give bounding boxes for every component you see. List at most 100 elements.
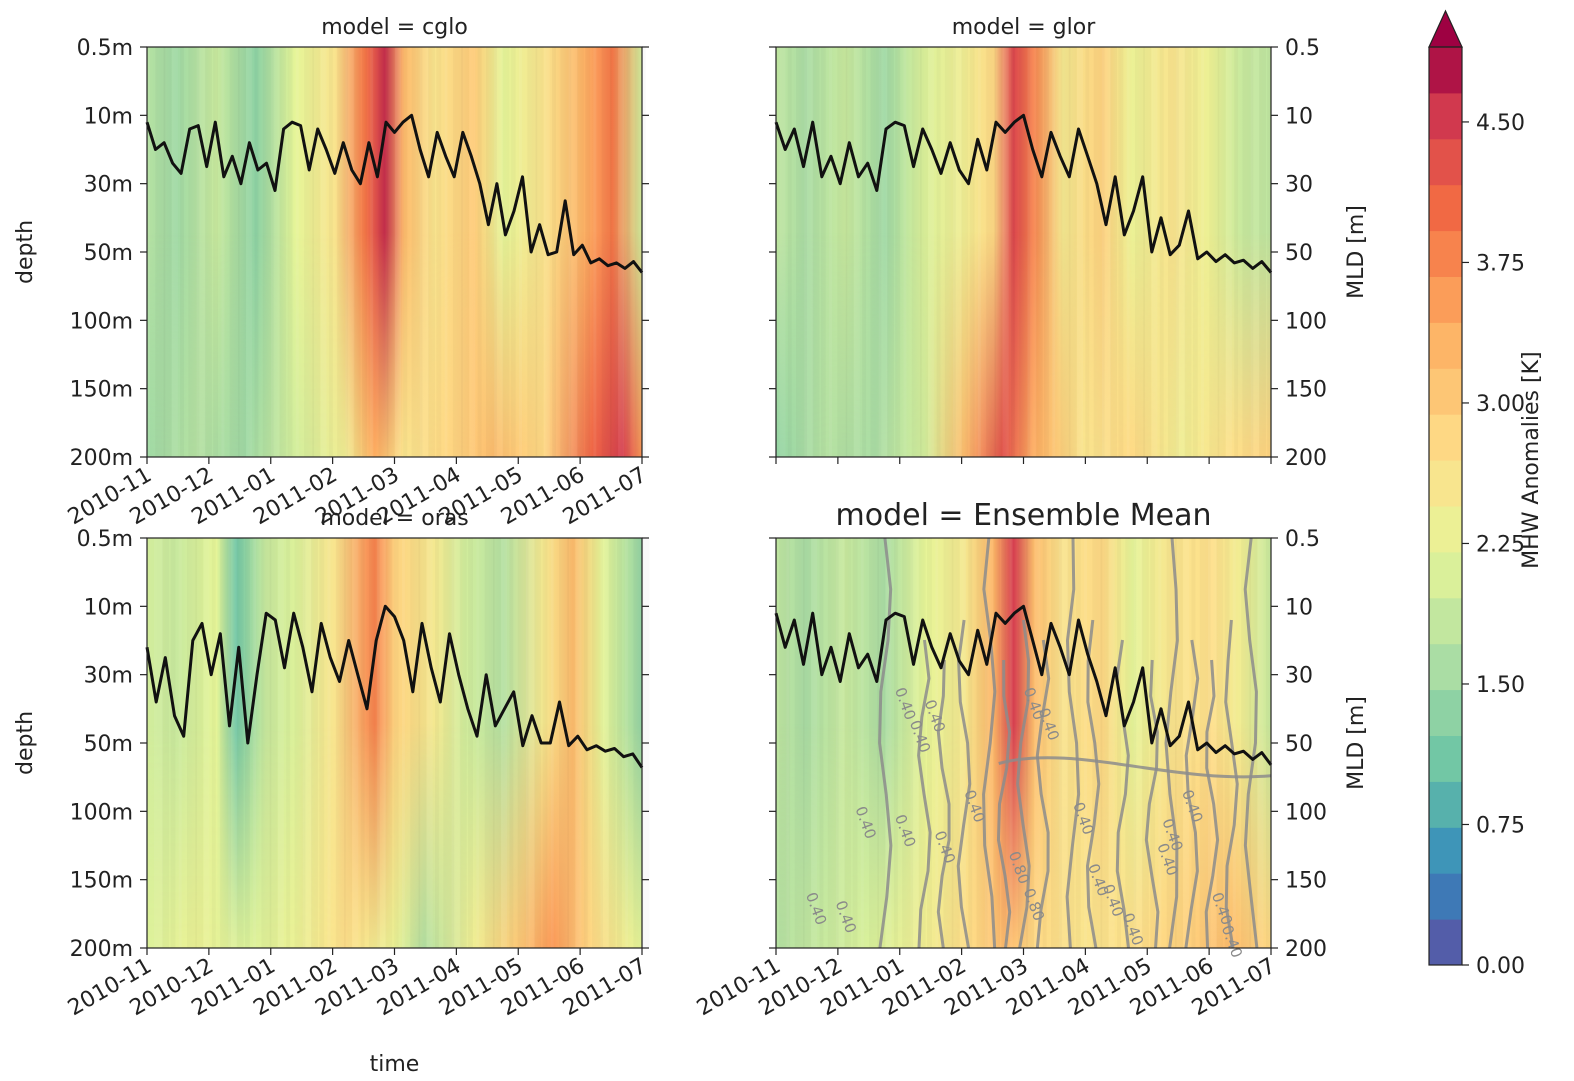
y-tick-label: 50m xyxy=(84,732,133,757)
colorbar-band xyxy=(1429,781,1462,828)
heatmap-streak xyxy=(953,47,963,457)
heatmap-streak xyxy=(786,538,790,948)
heatmap-streak xyxy=(277,538,284,948)
heatmap-streak xyxy=(1133,538,1143,948)
heatmap-streak xyxy=(910,538,920,948)
colorbar-band xyxy=(1429,460,1462,507)
panel-0: model = cglo 0.5m 10m 30m 50m 100m 150m 200m dep… xyxy=(13,15,651,530)
heatmap-streak xyxy=(935,538,939,948)
colorbar-band xyxy=(1429,551,1462,599)
heatmap-streak xyxy=(494,47,504,457)
heatmap-streak xyxy=(478,47,482,457)
heatmap-streak xyxy=(327,538,331,948)
heatmap-streak xyxy=(617,538,622,948)
heatmap-streak xyxy=(461,47,469,457)
heatmap-streak xyxy=(1118,47,1123,457)
heatmap-streak xyxy=(509,538,513,948)
heatmap-streak xyxy=(821,47,826,457)
heatmap-streak xyxy=(468,538,473,948)
heatmap-streak xyxy=(387,47,395,457)
heatmap-streak xyxy=(811,538,818,948)
y-tick-label: 100m xyxy=(70,800,133,825)
heatmap-streak xyxy=(1126,47,1130,457)
heatmap-streak xyxy=(196,47,206,457)
contour-line xyxy=(1243,537,1259,949)
colorbar-band xyxy=(1429,873,1462,920)
heatmap-streak xyxy=(1036,47,1043,457)
colorbar-band xyxy=(1429,138,1462,186)
y-tick-label-right: 200 xyxy=(1285,937,1327,962)
heatmap-streak xyxy=(593,47,597,457)
heatmap-streak xyxy=(959,538,966,948)
heatmap-streak xyxy=(1110,47,1117,457)
heatmap-streak xyxy=(1151,47,1158,457)
colorbar-tick-label: 0.00 xyxy=(1476,954,1525,979)
heatmap-streak xyxy=(288,47,293,457)
contour-line xyxy=(1224,619,1239,949)
colorbar: 0.00 0.75 1.50 2.25 3.00 3.75 4.50 MHW Anomalie… xyxy=(1428,9,1544,979)
heatmap-streak xyxy=(295,47,299,457)
heatmap-streak xyxy=(920,47,928,457)
heatmap-streak xyxy=(362,47,367,457)
heatmap-streak xyxy=(1207,538,1217,948)
heatmap-streak xyxy=(435,538,439,948)
mld-line xyxy=(145,604,644,769)
y-tick-label-right: 150 xyxy=(1285,378,1327,403)
heatmap-streak xyxy=(302,538,312,948)
heatmap-streak xyxy=(418,538,426,948)
heatmap-streak xyxy=(344,538,352,948)
heatmap-streak xyxy=(205,47,212,457)
heatmap-streak xyxy=(419,47,429,457)
mld-line xyxy=(145,113,644,274)
heatmap-streak xyxy=(493,538,501,948)
heatmap-streak xyxy=(994,47,1002,457)
mld-line xyxy=(774,604,1273,766)
heatmap-streak xyxy=(536,47,544,457)
y-tick-label-right: 30 xyxy=(1285,173,1313,198)
heatmap-streak xyxy=(469,47,476,457)
heatmap-streak xyxy=(835,538,845,948)
colorbar-band xyxy=(1429,689,1462,736)
colorbar-frame xyxy=(1428,46,1463,966)
heatmap-streak xyxy=(203,538,210,948)
heatmap-streak xyxy=(885,538,892,948)
heatmap-streak xyxy=(1027,47,1037,457)
heatmap-streak xyxy=(238,47,246,457)
heatmap-streak xyxy=(819,538,823,948)
x-axis-label: time xyxy=(370,1052,420,1077)
colorbar-tick-label: 4.50 xyxy=(1476,111,1525,136)
contour-line xyxy=(998,756,1272,779)
colorbar-band xyxy=(1429,506,1462,553)
heatmap-lower xyxy=(147,47,642,457)
colorbar-label: MHW Anomalies [K] xyxy=(1519,351,1544,568)
heatmap-streak xyxy=(460,538,467,948)
heatmap-streak xyxy=(903,47,907,457)
y-axis-label-right: MLD [m] xyxy=(1344,696,1369,790)
heatmap-streak xyxy=(394,47,401,457)
heatmap-streak xyxy=(1266,538,1270,948)
heatmap-streak xyxy=(147,47,150,457)
heatmap-streak xyxy=(803,538,811,948)
heatmap-streak xyxy=(1185,47,1192,457)
colorbar-band xyxy=(1429,919,1462,966)
heatmap-streak xyxy=(162,538,169,948)
heatmap-streak xyxy=(312,47,320,457)
y-tick-label: 30m xyxy=(84,173,133,198)
heatmap-streak xyxy=(426,538,433,948)
heatmap-streak xyxy=(1143,47,1151,457)
heatmap-streak xyxy=(1142,538,1149,948)
heatmap-streak xyxy=(311,538,318,948)
heatmap-streak xyxy=(1201,47,1205,457)
heatmap-streak xyxy=(1257,538,1264,948)
heatmap-streak xyxy=(1218,47,1226,457)
y-tick-label-right: 50 xyxy=(1285,241,1313,266)
panel-title: model = cglo xyxy=(321,15,468,40)
heatmap-streak xyxy=(153,538,163,948)
mld-line xyxy=(774,113,1273,274)
contour-line xyxy=(1035,639,1051,949)
heatmap-streak xyxy=(853,538,858,948)
heatmap-streak xyxy=(385,538,392,948)
heatmap-streak xyxy=(253,538,257,948)
heatmap-streak xyxy=(352,538,359,948)
heatmap-streak xyxy=(610,47,618,457)
